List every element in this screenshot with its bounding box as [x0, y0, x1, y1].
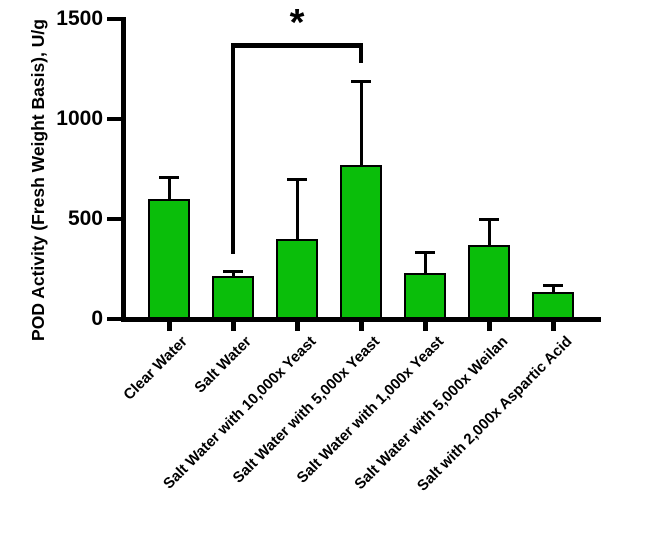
x-axis-tick — [230, 321, 236, 331]
error-bar-line — [551, 285, 555, 294]
significance-bracket-left-leg — [231, 43, 235, 254]
y-axis-tick — [107, 317, 121, 321]
x-axis-line — [121, 317, 601, 322]
x-category-label: Clear Water — [120, 333, 192, 404]
error-bar-line — [359, 81, 363, 167]
bar — [340, 165, 382, 322]
error-bar-line — [231, 271, 235, 278]
y-axis-tick-label: 500 — [67, 207, 103, 230]
error-bar-cap — [287, 178, 307, 181]
x-axis-tick — [550, 321, 556, 331]
error-bar-line — [423, 252, 427, 275]
bar — [148, 199, 190, 322]
y-axis-tick — [107, 117, 121, 121]
significance-asterisk: * — [289, 2, 305, 44]
error-bar-line — [295, 179, 299, 241]
error-bar-cap — [223, 270, 243, 273]
y-axis-tick — [107, 217, 121, 221]
bar — [404, 273, 446, 322]
significance-bracket-top — [231, 43, 363, 48]
y-axis-tick — [107, 17, 121, 21]
y-axis-tick-label: 1000 — [56, 107, 103, 130]
error-bar-line — [167, 177, 171, 201]
significance-bracket-right-leg — [359, 43, 363, 63]
error-bar-cap — [543, 284, 563, 287]
y-axis-line — [121, 17, 126, 321]
error-bar-cap — [479, 218, 499, 221]
x-axis-tick — [422, 321, 428, 331]
y-axis-tick-label: 0 — [91, 307, 103, 330]
y-axis-tick-label: 1500 — [56, 7, 103, 30]
error-bar-cap — [351, 80, 371, 83]
x-axis-tick — [486, 321, 492, 331]
bar — [276, 239, 318, 322]
error-bar-cap — [415, 251, 435, 254]
bar — [468, 245, 510, 322]
x-axis-tick — [358, 321, 364, 331]
error-bar-line — [487, 219, 491, 247]
x-category-label: Salt Water — [191, 333, 256, 397]
x-axis-tick — [294, 321, 300, 331]
bar — [212, 276, 254, 322]
error-bar-cap — [159, 176, 179, 179]
x-axis-tick — [166, 321, 172, 331]
